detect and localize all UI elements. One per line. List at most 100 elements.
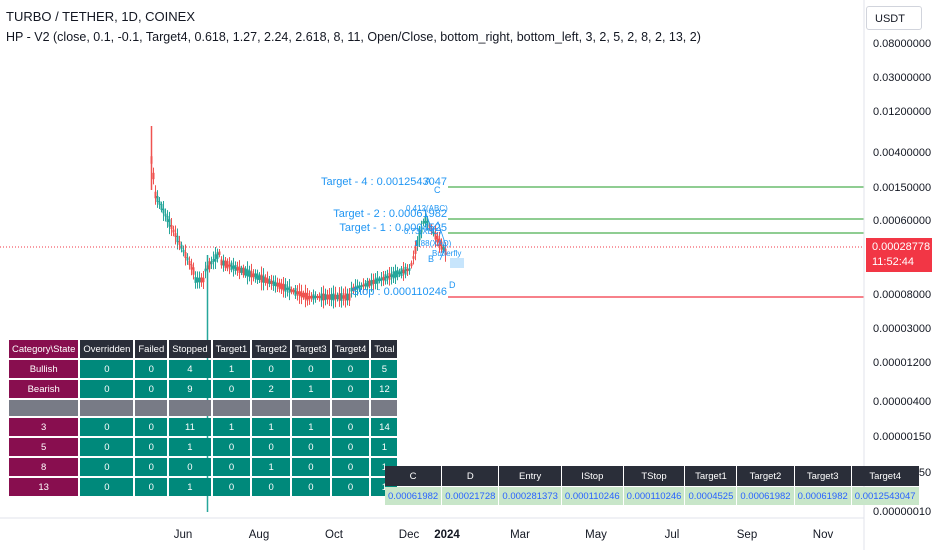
candle-body bbox=[302, 292, 305, 298]
candle-body bbox=[184, 252, 187, 258]
price-tick-label: 0.08000000 bbox=[873, 38, 931, 50]
chart-title: TURBO / TETHER, 1D, COINEX bbox=[6, 9, 196, 24]
targets-header-cell: TStop bbox=[623, 466, 685, 486]
candle-body bbox=[286, 287, 289, 290]
candle-body bbox=[290, 288, 293, 292]
candle-body bbox=[400, 268, 403, 277]
candle-body bbox=[166, 215, 169, 223]
candle-body bbox=[322, 293, 325, 301]
stats-cell: 1 bbox=[169, 478, 211, 496]
stats-cell: 1 bbox=[212, 418, 251, 436]
stats-cell: 0 bbox=[80, 438, 134, 456]
price-tick-label: 0.00008000 bbox=[873, 289, 931, 301]
candle-body bbox=[416, 240, 419, 247]
candle-body bbox=[274, 281, 277, 287]
time-tick-label: 2024 bbox=[434, 529, 460, 541]
candle-body bbox=[154, 191, 157, 199]
stats-header-cell: Total bbox=[371, 340, 398, 358]
candle-body bbox=[314, 295, 317, 299]
candle-body bbox=[272, 280, 275, 286]
candle-body bbox=[212, 258, 215, 262]
candle-body bbox=[188, 260, 191, 266]
candle-body bbox=[356, 285, 359, 290]
stats-cell: 5 bbox=[371, 360, 398, 378]
stats-header-cell: Category\State bbox=[9, 340, 79, 358]
pattern-stats-table: Category\State Overridden Failed Stopped Tar… bbox=[7, 338, 399, 498]
stats-cell: 0 bbox=[135, 380, 168, 398]
candle-body bbox=[354, 286, 357, 290]
time-tick-label: Jun bbox=[174, 529, 193, 541]
candle-body bbox=[378, 278, 381, 282]
candle-body bbox=[330, 294, 333, 300]
current-price-value: 0.00028778 bbox=[872, 241, 931, 253]
candle-body bbox=[370, 279, 373, 286]
level-label: Target - 1 : 0.0004525 bbox=[339, 222, 447, 234]
candle-body bbox=[392, 271, 395, 279]
candle-body bbox=[352, 286, 355, 292]
stats-row: 3 0 0 11 1 1 1 0 14 bbox=[9, 418, 398, 436]
price-tick-label: 0.00001200 bbox=[873, 357, 931, 369]
candle-body bbox=[288, 286, 291, 293]
stats-cell: 0 bbox=[135, 438, 168, 456]
stats-cell: 0 bbox=[80, 418, 134, 436]
time-tick-label: Jul bbox=[665, 529, 680, 541]
stats-cell bbox=[169, 400, 211, 416]
time-tick-label: Mar bbox=[510, 529, 530, 541]
candle-body bbox=[364, 283, 367, 287]
candle-body bbox=[238, 266, 241, 273]
pattern-label: C bbox=[434, 185, 441, 195]
candle-body bbox=[280, 283, 283, 290]
pattern-label: A bbox=[425, 176, 431, 186]
candle-body bbox=[256, 273, 259, 281]
candle-body bbox=[270, 280, 273, 284]
stats-cell: 0 bbox=[212, 478, 251, 496]
candle-body bbox=[306, 293, 309, 301]
stats-row-label: 8 bbox=[9, 458, 79, 476]
candle-body bbox=[338, 293, 341, 301]
candle-body bbox=[240, 267, 243, 273]
stats-row: Bullish 0 0 4 1 0 0 0 5 bbox=[9, 360, 398, 378]
candle-body bbox=[200, 277, 203, 283]
targets-cell: 0.000110246 bbox=[561, 487, 623, 505]
candle-body bbox=[380, 277, 383, 281]
stats-cell: 1 bbox=[292, 418, 330, 436]
stats-cell: 0 bbox=[292, 458, 330, 476]
targets-cell: 0.000281373 bbox=[499, 487, 561, 505]
targets-cell: 0.0004525 bbox=[685, 487, 737, 505]
time-tick-label: Sep bbox=[737, 529, 757, 541]
targets-header-cell: Entry bbox=[499, 466, 561, 486]
targets-header-cell: Target4 bbox=[851, 466, 919, 486]
candle-body bbox=[422, 220, 425, 225]
targets-cell: 0.000110246 bbox=[623, 487, 685, 505]
stats-cell bbox=[212, 400, 251, 416]
candle-body bbox=[178, 241, 181, 245]
pattern-label: 0.412(ABC) bbox=[406, 204, 448, 213]
candle-body bbox=[192, 267, 195, 275]
candle-body bbox=[320, 293, 323, 301]
candle-body bbox=[432, 231, 435, 235]
time-tick-label: Dec bbox=[399, 529, 420, 541]
candle-body bbox=[158, 201, 161, 205]
candle-body bbox=[282, 283, 285, 291]
candle-body bbox=[440, 241, 443, 250]
stats-cell: 0 bbox=[252, 478, 291, 496]
candle-body bbox=[258, 275, 261, 280]
level-label: Target - 2 : 0.00061982 bbox=[333, 208, 447, 220]
currency-selector[interactable]: USDT bbox=[866, 6, 922, 30]
targets-header-cell: D bbox=[442, 466, 499, 486]
candle-body bbox=[396, 269, 399, 278]
stats-cell: 2 bbox=[252, 380, 291, 398]
stats-header-cell: Target3 bbox=[292, 340, 330, 358]
stats-cell: 0 bbox=[135, 458, 168, 476]
price-tick-label: 0.00000400 bbox=[873, 396, 931, 408]
candle-body bbox=[176, 235, 179, 243]
candle-body bbox=[348, 293, 351, 301]
candle-body bbox=[266, 278, 269, 284]
candle-body bbox=[230, 262, 233, 271]
pattern-label: 1.88(XAD) bbox=[414, 239, 452, 248]
stats-row: 1300100001 bbox=[9, 478, 398, 496]
stats-cell: 11 bbox=[169, 418, 211, 436]
indicator-legend[interactable]: HP - V2 (close, 0.1, -0.1, Target4, 0.61… bbox=[6, 30, 701, 44]
stats-cell bbox=[371, 400, 398, 416]
